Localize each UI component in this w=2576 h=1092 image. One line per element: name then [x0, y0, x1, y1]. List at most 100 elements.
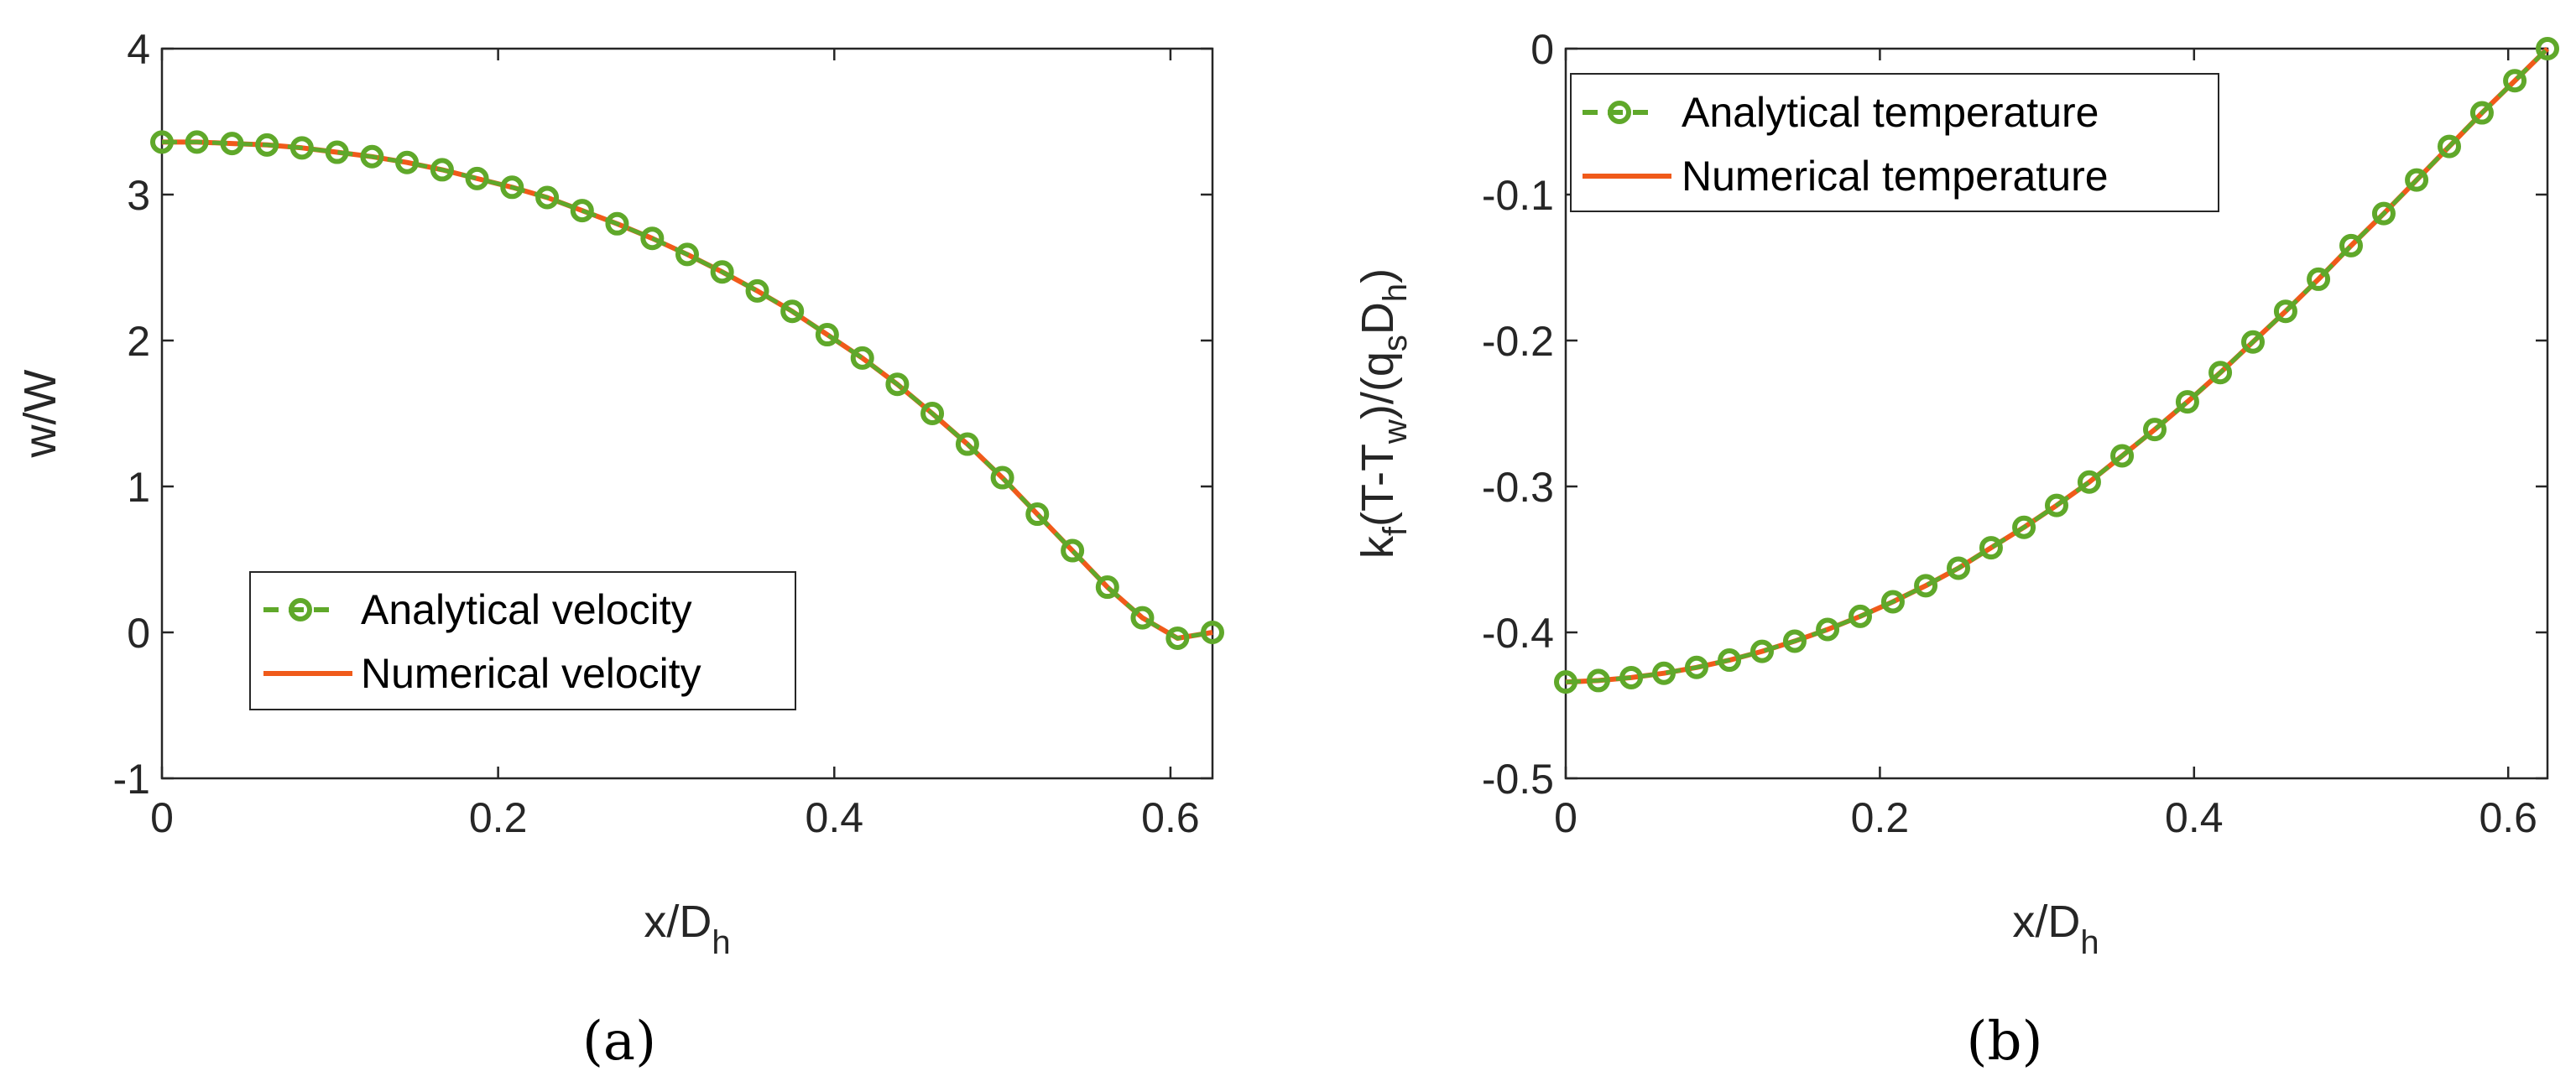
y-label-b-part-8: h [1377, 283, 1414, 302]
data-point-analytical-a [1061, 538, 1085, 563]
y-label-b-part-3: (T-T [1353, 444, 1403, 527]
legend-label-analytical-velocity: Analytical velocity [361, 586, 692, 633]
data-point-analytical-b [2208, 361, 2233, 385]
x-axis-label-b-sub: h [2080, 924, 2099, 961]
plot-area-a [160, 47, 1214, 780]
data-point-analytical-a [605, 211, 629, 236]
data-point-analytical-b [1816, 617, 1840, 642]
data-point-analytical-a [255, 133, 279, 157]
curves-b [1554, 37, 2559, 694]
y-tick-label-b: -0.3 [1482, 464, 1554, 511]
data-point-analytical-a [1130, 606, 1155, 630]
x-tick-label-b: 0.2 [1851, 794, 1910, 841]
y-tick-label-b: 0 [1530, 26, 1554, 73]
legend-b: Analytical temperature Numerical tempera… [1570, 73, 2219, 212]
data-point-analytical-b [1782, 629, 1807, 653]
data-point-analytical-a [1201, 621, 1224, 644]
data-point-analytical-b [2110, 444, 2135, 468]
y-label-b-part-5: )/(q [1353, 351, 1403, 419]
data-point-analytical-b [2339, 233, 2363, 257]
x-axis-label-b: x/Dh [2012, 897, 2099, 961]
y-label-b-part-1: k [1353, 535, 1403, 559]
data-point-analytical-a [360, 144, 384, 169]
data-point-analytical-a [570, 199, 594, 223]
data-point-analytical-a [395, 150, 420, 174]
y-axis-label-b: kf(T-Tw)/(qsDh) [1353, 268, 1414, 559]
data-point-analytical-b [1979, 536, 2003, 560]
x-tick-label-a: 0.6 [1141, 794, 1200, 841]
data-point-analytical-a [1165, 626, 1190, 650]
data-point-analytical-b [2045, 493, 2068, 517]
data-point-analytical-b [1849, 604, 1872, 628]
data-point-analytical-b [2371, 201, 2396, 226]
data-point-analytical-b [2307, 267, 2331, 291]
data-point-analytical-b [2143, 418, 2167, 442]
data-point-analytical-b [1586, 668, 1610, 693]
x-axis-label-a-main: x/D [644, 897, 712, 947]
data-point-analytical-b [1684, 655, 1708, 679]
series-line-numerical-a [162, 139, 1213, 641]
y-label-b-part-7: D [1353, 302, 1403, 335]
data-point-analytical-b [2077, 470, 2101, 494]
data-point-analytical-a [885, 372, 910, 397]
x-tick-label-b: 0.4 [2165, 794, 2224, 841]
x-tick-label-a: 0.2 [469, 794, 528, 841]
y-tick-label-b: -0.2 [1482, 318, 1554, 365]
y-tick-label-a: 0 [127, 610, 150, 657]
legend-marker-analytical-temperature [1608, 101, 1631, 124]
data-point-analytical-b [2175, 390, 2199, 414]
series-line-analytical-b [1565, 47, 2549, 684]
x-tick-label-b: 0.6 [2479, 794, 2537, 841]
data-point-analytical-b [1947, 556, 1970, 580]
y-tick-label-a: 4 [127, 26, 150, 73]
y-label-b-part-4: w [1377, 419, 1414, 445]
x-axis-label-a-sub: h [712, 924, 730, 961]
data-point-analytical-a [815, 323, 839, 347]
data-point-analytical-a [640, 226, 665, 251]
y-tick-label-b: -0.1 [1482, 172, 1554, 219]
data-point-analytical-b [1718, 648, 1742, 673]
y-tick-label-a: 1 [127, 464, 150, 511]
data-point-analytical-b [1914, 574, 1938, 598]
data-point-analytical-b [1619, 665, 1644, 689]
data-point-analytical-a [850, 346, 874, 370]
data-point-analytical-a [780, 299, 805, 324]
curves-a [150, 130, 1224, 650]
y-axis-label-a: w/W [15, 369, 65, 458]
data-point-analytical-b [2536, 37, 2559, 60]
data-point-analytical-b [2012, 515, 2036, 539]
data-point-analytical-b [1750, 639, 1774, 663]
legend-label-analytical-temperature: Analytical temperature [1682, 89, 2099, 136]
data-point-analytical-a [710, 260, 734, 284]
panel-label-a: (a) [582, 1011, 656, 1073]
y-tick-label-a: -1 [113, 756, 150, 803]
x-tick-label-a: 0 [150, 794, 174, 841]
plot-area-b [1564, 47, 2549, 780]
data-point-analytical-b [1652, 661, 1676, 685]
y-label-b-part-6: s [1377, 335, 1414, 351]
x-tick-label-b: 0 [1554, 794, 1577, 841]
legend-label-numerical-temperature: Numerical temperature [1682, 153, 2109, 200]
y-tick-label-b: -0.4 [1482, 610, 1554, 657]
data-point-analytical-a [990, 465, 1014, 490]
data-point-analytical-a [220, 132, 244, 156]
data-point-analytical-a [500, 175, 524, 200]
data-point-analytical-b [1554, 670, 1577, 694]
legend-marker-analytical-velocity [289, 598, 312, 621]
data-point-analytical-b [2503, 69, 2527, 93]
data-point-analytical-b [2405, 168, 2429, 192]
y-label-b-part-9: ) [1353, 268, 1403, 283]
data-point-analytical-a [675, 242, 699, 267]
x-axis-label-b-main: x/D [2012, 897, 2080, 947]
legend-label-numerical-velocity: Numerical velocity [361, 650, 701, 697]
legend-a: Analytical velocity Numerical velocity [249, 571, 796, 710]
legend-box-b [1570, 73, 2219, 212]
legend-box-a [249, 571, 796, 710]
data-point-analytical-a [535, 185, 560, 210]
data-point-analytical-b [2241, 330, 2265, 354]
data-point-analytical-a [150, 130, 174, 154]
data-point-analytical-a [745, 278, 769, 303]
